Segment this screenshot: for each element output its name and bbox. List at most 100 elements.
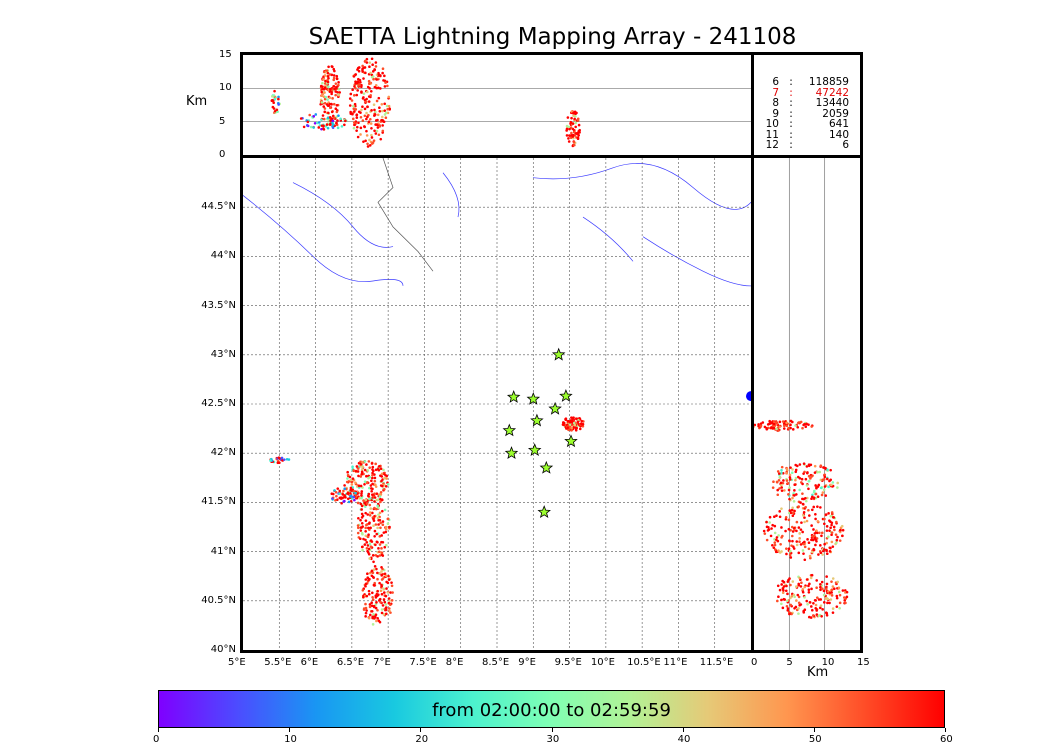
lon-tick-label: 8.5°E: [482, 657, 510, 668]
source-count-sep: :: [789, 86, 793, 99]
colorbar-tick-label: 40: [677, 734, 691, 745]
star-icon: [506, 389, 521, 403]
source-count-panel: 6: 118859 7: 47242 8: 13440 9: 2059 10: 641 11: 140…: [751, 52, 863, 158]
figure-title: SAETTA Lightning Mapping Array - 241108: [308, 24, 797, 50]
lon-tick-label: 6.5°E: [336, 657, 365, 668]
star-icon: [530, 413, 544, 427]
colorbar-label: from 02:00:00 to 02:59:59: [432, 700, 671, 721]
lon-tick-label: 5°E: [228, 657, 246, 668]
lat-tick-label: 40°N: [210, 644, 236, 655]
source-count-table: 6: 118859 7: 47242 8: 13440 9: 2059 10: 641 11: 140…: [763, 77, 849, 151]
lightning-cluster-west-blue: [330, 487, 359, 505]
source-count-level: 11: [765, 128, 779, 141]
side-tick-label: 5: [786, 657, 793, 668]
source-count-level: 6: [772, 76, 779, 88]
altitude-tick-label: 10: [219, 82, 232, 94]
star-icon: [559, 389, 573, 402]
altitude-tick-label: 5: [219, 115, 226, 127]
map-panel: [240, 155, 754, 653]
altitude-latitude-scatter: [754, 158, 849, 650]
star-icon: [548, 401, 562, 415]
side-tick-label: 15: [857, 657, 870, 668]
colorbar-tick-label: 60: [940, 734, 953, 745]
source-count-sep: :: [789, 139, 793, 151]
river: [532, 163, 751, 210]
colorbar: [158, 690, 945, 728]
source-count-count: 6: [842, 139, 849, 151]
lon-tick-label: 9°E: [518, 657, 536, 668]
lon-tick-label: 5.5°E: [264, 657, 292, 668]
side-axis-label: Km: [807, 665, 829, 680]
lon-tick-label: 11°E: [663, 657, 688, 668]
lightning-cluster-far-west: [269, 456, 291, 465]
side-cluster-corsica: [754, 419, 814, 432]
source-count-row: 8: 13440: [763, 98, 849, 109]
lon-tick-label: 9.5°E: [554, 657, 582, 668]
side-cluster-south: [776, 573, 849, 619]
source-count-sep: :: [789, 76, 793, 88]
river: [292, 182, 394, 248]
lat-tick-label: 41.5°N: [201, 496, 236, 508]
colorbar-tick-label: 30: [546, 734, 560, 745]
altitude-tick-label: 15: [219, 49, 232, 60]
colorbar-tick-mark: [813, 728, 815, 732]
altitude-cluster-west-b: [348, 57, 391, 148]
star-icon: [537, 505, 551, 519]
colorbar-tick-mark: [420, 728, 422, 732]
lon-tick-label: 10.5°E: [627, 657, 661, 668]
lat-tick-label: 43°N: [210, 348, 236, 360]
source-count-sep: :: [789, 97, 793, 109]
colorbar-tick-label: 0: [153, 734, 160, 745]
source-count-sep: :: [789, 128, 793, 141]
lightning-cluster-west-south: [361, 565, 394, 626]
star-icon: [551, 347, 566, 361]
source-count-level: 12: [765, 139, 779, 151]
lon-tick-label: 6°E: [300, 657, 319, 668]
source-count-count: 2059: [822, 107, 849, 120]
lon-tick-label: 7°E: [373, 657, 391, 668]
river: [442, 172, 460, 218]
colorbar-tick-mark: [551, 728, 553, 732]
blue-marker: [746, 391, 751, 402]
source-count-row: 6: 118859: [763, 77, 849, 88]
lon-tick-label: 8°E: [445, 657, 464, 668]
source-count-row: 7: 47242: [763, 86, 849, 99]
lat-tick-label: 41°N: [210, 545, 236, 557]
river: [582, 216, 634, 262]
altitude-tick-label: 0: [219, 149, 226, 160]
altitude-cluster-west-a: [319, 65, 341, 126]
lightning-cluster-corsica: [561, 416, 585, 432]
source-count-level: 10: [765, 118, 779, 130]
source-count-level: 7: [772, 86, 779, 99]
altitude-cluster-far-west: [270, 89, 281, 115]
side-tick-label: 10: [821, 657, 835, 668]
source-count-count: 13440: [815, 97, 849, 109]
colorbar-tick-mark: [158, 728, 159, 732]
lat-tick-label: 44.5°N: [201, 201, 236, 213]
country-border: [377, 158, 434, 272]
source-count-count: 641: [828, 118, 849, 130]
star-icon: [564, 434, 578, 448]
lightning-cluster-west-mid: [356, 492, 391, 564]
colorbar-tick-label: 20: [415, 734, 429, 745]
altitude-longitude-panel: [240, 52, 754, 158]
side-tick-label: 0: [751, 657, 758, 668]
source-count-row: 9: 2059: [763, 107, 849, 120]
star-icon: [526, 391, 541, 405]
lat-tick-label: 40.5°N: [201, 594, 236, 606]
altitude-scatter-plot: [243, 57, 751, 148]
side-cluster-mid: [762, 502, 845, 562]
lon-tick-label: 11.5°E: [699, 657, 734, 668]
altitude-axis-label: Km: [186, 94, 208, 109]
source-count-level: 8: [772, 97, 779, 109]
lat-tick-label: 42.5°N: [201, 398, 236, 409]
altitude-cluster-corsica: [565, 110, 581, 148]
star-icon: [504, 446, 519, 459]
source-count-row: 11: 140: [763, 128, 849, 141]
colorbar-tick-mark: [945, 728, 946, 732]
source-count-sep: :: [789, 118, 793, 130]
source-count-level: 9: [772, 107, 779, 120]
star-icon: [539, 460, 554, 474]
lat-tick-label: 44°N: [210, 250, 236, 262]
star-icon: [527, 443, 542, 457]
